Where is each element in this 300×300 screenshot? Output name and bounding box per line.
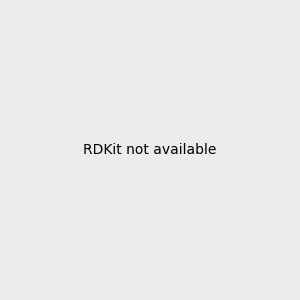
Text: RDKit not available: RDKit not available [83, 143, 217, 157]
